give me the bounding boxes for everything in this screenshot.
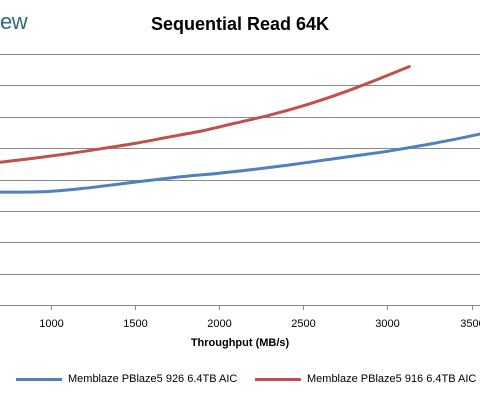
x-tick-label: 1500 — [123, 318, 147, 330]
legend-swatch-series-2 — [255, 377, 301, 381]
x-tick-label: 3000 — [375, 318, 399, 330]
legend-item-series-1: Memblaze PBlaze5 926 6.4TB AIC — [16, 373, 237, 385]
x-tick-label: 1000 — [39, 318, 63, 330]
watermark-text: ew — [0, 9, 28, 34]
legend-swatch-series-1 — [16, 377, 62, 381]
series-line-2 — [0, 65, 411, 164]
x-tick-label: 2500 — [291, 318, 315, 330]
series-line-1 — [0, 132, 480, 194]
legend: Memblaze PBlaze5 926 6.4TB AIC Memblaze … — [0, 373, 480, 389]
x-tick-labels: 1000 1500 2000 2500 3000 3500 — [39, 318, 480, 330]
x-axis-label: Throughput (MB/s) — [190, 337, 290, 349]
legend-label-series-2: Memblaze PBlaze5 916 6.4TB AIC — [307, 373, 477, 385]
chart-title: Sequential Read 64K — [150, 14, 330, 34]
x-tick-label: 3500 — [460, 318, 480, 330]
series-lines — [0, 65, 480, 194]
x-axis — [0, 305, 480, 310]
x-tick-label: 2000 — [207, 318, 231, 330]
legend-label-series-1: Memblaze PBlaze5 926 6.4TB AIC — [68, 373, 238, 385]
gridlines — [0, 54, 480, 275]
legend-item-series-2: Memblaze PBlaze5 916 6.4TB AIC — [255, 373, 476, 385]
